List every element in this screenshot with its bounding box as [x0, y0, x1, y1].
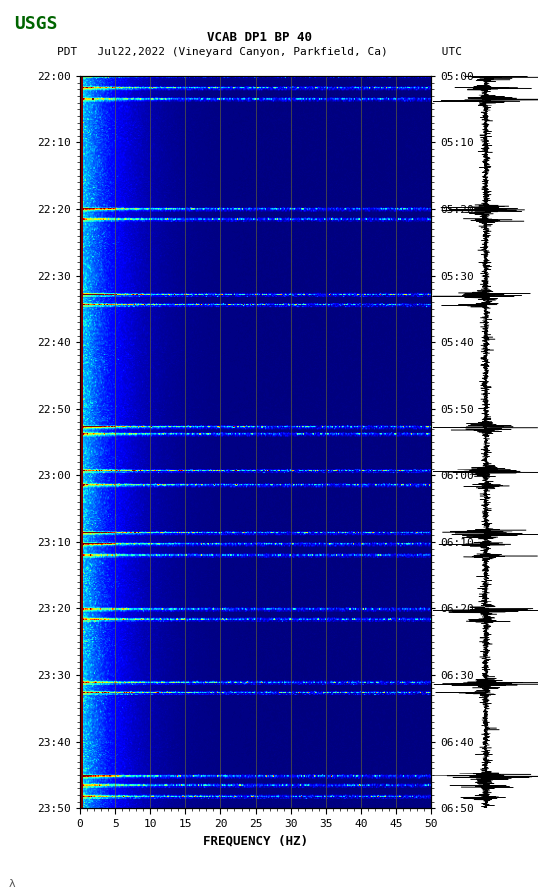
Text: VCAB DP1 BP 40: VCAB DP1 BP 40: [207, 31, 312, 44]
X-axis label: FREQUENCY (HZ): FREQUENCY (HZ): [203, 834, 308, 847]
Text: λ: λ: [8, 879, 15, 889]
Text: USGS: USGS: [14, 15, 57, 33]
Text: PDT   Jul22,2022 (Vineyard Canyon, Parkfield, Ca)        UTC: PDT Jul22,2022 (Vineyard Canyon, Parkfie…: [57, 46, 462, 57]
